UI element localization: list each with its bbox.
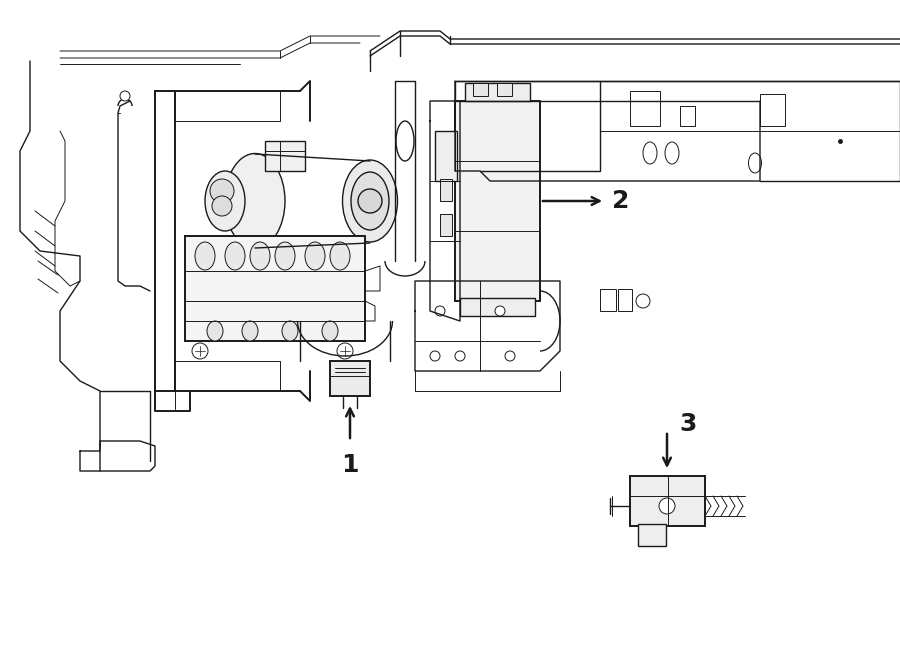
Ellipse shape <box>343 160 398 242</box>
Text: 3: 3 <box>679 412 697 436</box>
Bar <box>630 476 705 526</box>
Text: 1: 1 <box>341 453 359 477</box>
Ellipse shape <box>205 171 245 231</box>
Ellipse shape <box>749 153 761 173</box>
Circle shape <box>504 128 516 140</box>
Bar <box>440 214 452 236</box>
Bar <box>618 289 632 311</box>
Ellipse shape <box>225 153 285 249</box>
Ellipse shape <box>250 242 270 270</box>
Bar <box>185 236 365 341</box>
Ellipse shape <box>659 498 675 514</box>
Bar <box>470 116 515 151</box>
Bar <box>473 83 488 96</box>
Circle shape <box>358 189 382 213</box>
Circle shape <box>495 306 505 316</box>
Text: 2: 2 <box>612 189 629 213</box>
Bar <box>630 91 660 126</box>
Ellipse shape <box>665 142 679 164</box>
Bar <box>680 106 695 126</box>
Ellipse shape <box>330 242 350 270</box>
Ellipse shape <box>195 242 215 270</box>
Ellipse shape <box>351 172 389 230</box>
Bar <box>265 141 305 171</box>
Circle shape <box>636 294 650 308</box>
Ellipse shape <box>322 321 338 341</box>
Bar <box>600 289 616 311</box>
Circle shape <box>435 306 445 316</box>
Ellipse shape <box>275 242 295 270</box>
Ellipse shape <box>225 242 245 270</box>
Bar <box>460 298 535 316</box>
Bar <box>760 94 785 126</box>
Ellipse shape <box>396 121 414 161</box>
Ellipse shape <box>242 321 258 341</box>
Circle shape <box>212 196 232 216</box>
Bar <box>497 83 512 96</box>
Circle shape <box>120 91 130 101</box>
Bar <box>440 179 452 201</box>
Circle shape <box>210 179 234 203</box>
Ellipse shape <box>282 321 298 341</box>
Bar <box>330 361 370 396</box>
Bar <box>465 83 530 101</box>
Ellipse shape <box>305 242 325 270</box>
Bar <box>638 524 666 546</box>
Circle shape <box>455 351 465 361</box>
Ellipse shape <box>643 142 657 164</box>
Ellipse shape <box>207 321 223 341</box>
Bar <box>455 101 540 301</box>
Circle shape <box>430 351 440 361</box>
Circle shape <box>337 343 353 359</box>
Circle shape <box>192 343 208 359</box>
Circle shape <box>505 351 515 361</box>
Bar <box>435 131 457 181</box>
